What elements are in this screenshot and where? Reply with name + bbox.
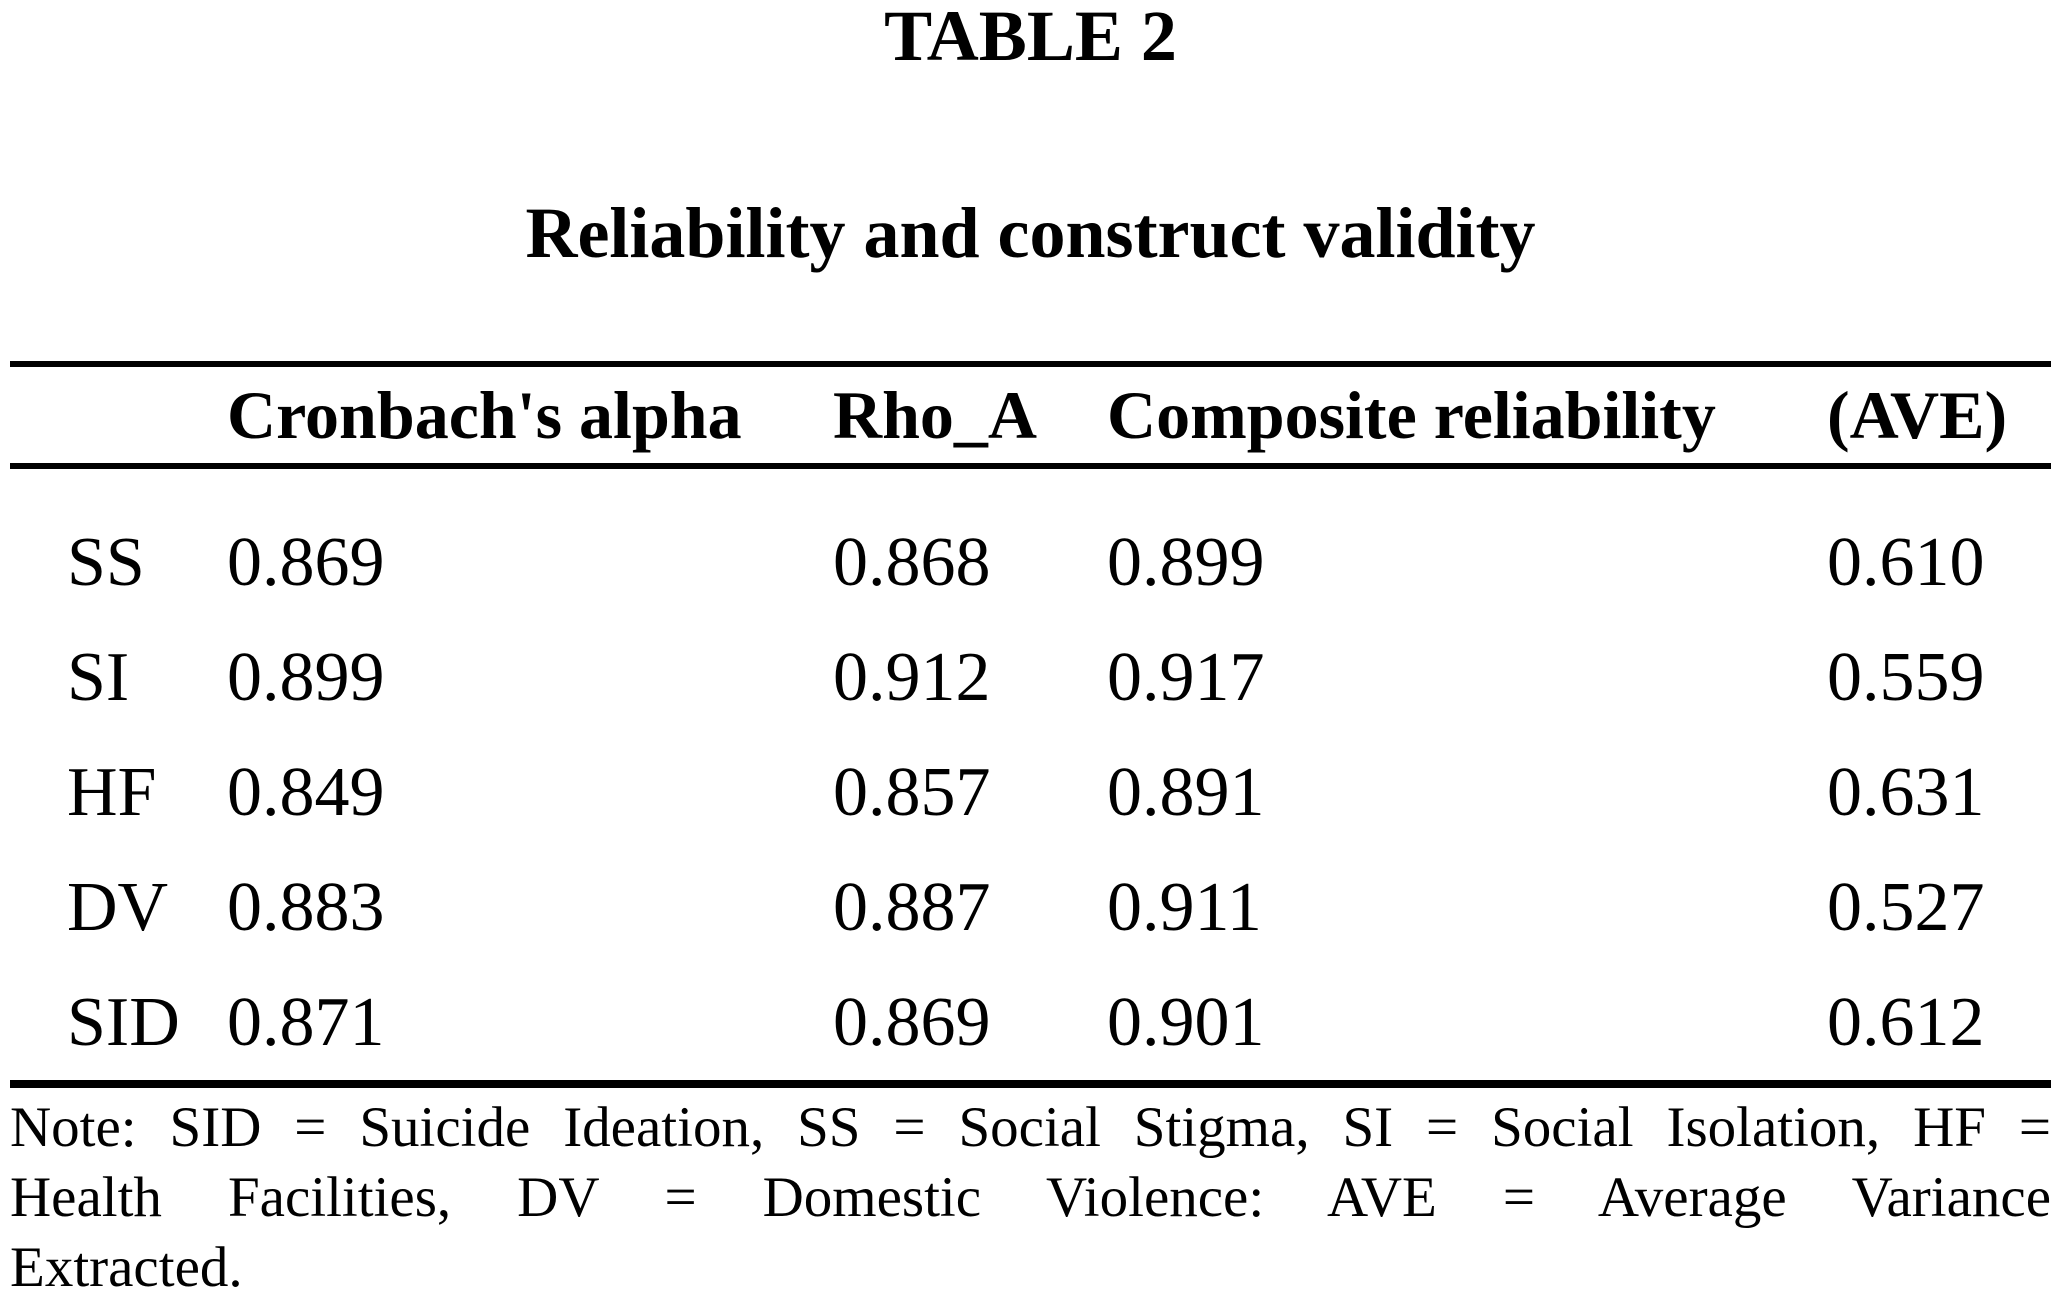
table-row: DV 0.883 0.887 0.911 0.527 [10,850,2051,965]
header-cell-rho-a: Rho_A [833,364,1107,469]
cell-cronbachs-alpha: 0.849 [227,753,385,831]
cell-cronbachs-alpha: 0.871 [227,983,385,1061]
header-cell-empty [10,364,227,469]
cell-rho-a: 0.869 [833,983,991,1061]
footnote-line: Note: SID = Suicide Ideation, SS = Socia… [10,1096,2051,1159]
cell-ave: 0.631 [1827,753,1985,831]
cell-composite-reliability: 0.891 [1107,753,1265,831]
table-row: SS 0.869 0.868 0.899 0.610 [10,466,2051,620]
table-row: SI 0.899 0.912 0.917 0.559 [10,620,2051,735]
row-label: SI [67,638,130,716]
row-label: DV [67,868,169,946]
table-header: Cronbach's alpha Rho_A Composite reliabi… [10,364,2051,469]
cell-ave: 0.559 [1827,638,1985,716]
row-label: HF [67,753,157,831]
row-label: SID [67,983,180,1061]
table-row: HF 0.849 0.857 0.891 0.631 [10,735,2051,850]
footnote-line: Extracted. [10,1236,243,1299]
cell-ave: 0.610 [1827,523,1985,601]
cell-rho-a: 0.912 [833,638,991,716]
table-caption: Reliability and construct validity [525,193,1536,273]
cell-composite-reliability: 0.911 [1107,868,1262,946]
header-row: Cronbach's alpha Rho_A Composite reliabi… [10,364,2051,469]
table-footnote: Note: SID = Suicide Ideation, SS = Socia… [10,1093,2051,1303]
cell-ave: 0.527 [1827,868,1985,946]
cell-cronbachs-alpha: 0.883 [227,868,385,946]
cell-rho-a: 0.887 [833,868,991,946]
header-cell-cronbachs-alpha: Cronbach's alpha [227,364,833,469]
reliability-validity-table: Cronbach's alpha Rho_A Composite reliabi… [10,361,2051,1088]
cell-composite-reliability: 0.901 [1107,983,1265,1061]
header-cell-ave: (AVE) [1827,364,2051,469]
cell-rho-a: 0.857 [833,753,991,831]
row-label: SS [67,523,145,601]
cell-cronbachs-alpha: 0.899 [227,638,385,716]
cell-composite-reliability: 0.899 [1107,523,1265,601]
cell-ave: 0.612 [1827,983,1985,1061]
footnote-line: Health Facilities, DV = Domestic Violenc… [10,1166,2051,1229]
cell-composite-reliability: 0.917 [1107,638,1265,716]
table-body: SS 0.869 0.868 0.899 0.610 SI 0.899 0.91… [10,466,2051,1084]
table-row: SID 0.871 0.869 0.901 0.612 [10,965,2051,1084]
cell-cronbachs-alpha: 0.869 [227,523,385,601]
header-cell-composite-reliability: Composite reliability [1107,364,1827,469]
table-number-title: TABLE 2 [884,0,1177,76]
cell-rho-a: 0.868 [833,523,991,601]
